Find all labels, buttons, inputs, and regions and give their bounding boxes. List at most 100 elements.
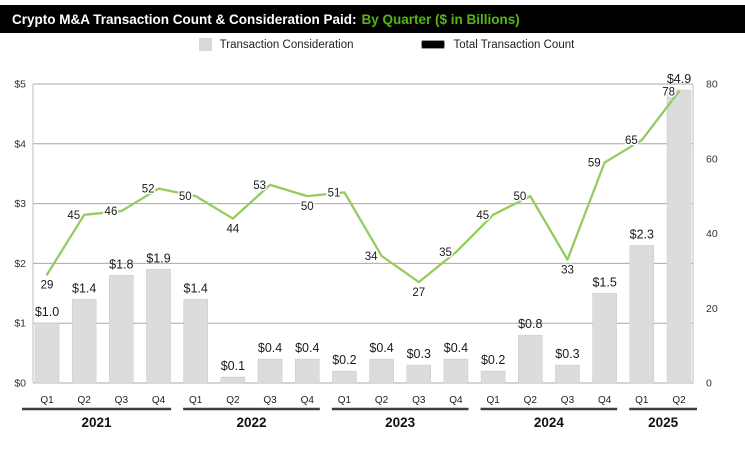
bar-value-label: $2.3	[630, 227, 654, 241]
line-series-swatch-icon	[421, 40, 446, 49]
count-value-label: 51	[328, 187, 341, 199]
chart-title-bar: Crypto M&A Transaction Count & Considera…	[0, 5, 745, 33]
bar-value-label: $0.4	[444, 341, 468, 355]
bar	[666, 89, 692, 384]
count-value-label: 50	[301, 201, 314, 213]
bar-value-label: $4.9	[667, 72, 691, 86]
quarter-label: Q2	[375, 395, 389, 406]
right-axis-tick-label: 0	[706, 378, 712, 390]
count-value-label: 45	[476, 210, 489, 222]
count-value-label: 27	[412, 287, 425, 299]
bar-value-label: $0.4	[369, 341, 393, 355]
bar-value-label: $0.3	[555, 347, 579, 361]
bar-value-label: $1.5	[592, 275, 616, 289]
count-value-label: 35	[439, 247, 452, 259]
right-axis-tick-label: 80	[706, 79, 718, 91]
year-label: 2024	[534, 415, 565, 430]
quarter-label: Q1	[635, 395, 649, 406]
bar-value-label: $1.9	[146, 251, 170, 265]
count-value-label: 44	[226, 224, 239, 236]
count-line	[45, 90, 681, 284]
legend-label-count: Total Transaction Count	[453, 38, 575, 51]
bar	[332, 370, 357, 384]
bar	[480, 370, 506, 384]
chart-title: Crypto M&A Transaction Count & Considera…	[12, 11, 357, 27]
left-axis-tick-label: $4	[14, 138, 26, 150]
bar-value-label: $1.4	[72, 281, 96, 295]
count-value-label: 33	[561, 265, 574, 277]
bar	[555, 364, 580, 384]
legend: Transaction Consideration Total Transact…	[14, 38, 745, 51]
year-label: 2023	[385, 415, 416, 430]
quarter-label: Q2	[672, 395, 686, 406]
bar	[369, 358, 394, 384]
quarter-label: Q4	[301, 395, 315, 406]
bar	[34, 322, 60, 384]
chart-title-highlight: By Quarter ($ in Billions)	[361, 11, 520, 27]
right-axis-tick-label: 20	[706, 303, 718, 315]
count-value-label: 59	[588, 157, 601, 169]
quarter-label: Q1	[486, 395, 500, 406]
count-value-label: 65	[625, 135, 638, 147]
left-axis-tick-label: $0	[14, 378, 26, 390]
left-axis-tick-label: $2	[14, 258, 26, 270]
quarter-label: Q4	[152, 395, 166, 406]
count-value-label: 50	[513, 191, 526, 203]
count-value-label: 50	[179, 191, 192, 203]
bar-value-label: $0.2	[332, 353, 356, 367]
count-value-label: 46	[105, 206, 118, 218]
bar-value-label: $0.8	[518, 317, 542, 331]
year-label: 2021	[82, 415, 113, 430]
bar	[109, 275, 134, 384]
bar-value-label: $1.4	[184, 281, 208, 295]
legend-item-consideration: Transaction Consideration	[198, 38, 354, 51]
bar-value-label: $0.1	[221, 359, 245, 373]
count-value-label: 45	[67, 210, 80, 222]
count-value-label: 53	[253, 180, 266, 192]
left-axis-tick-label: $3	[14, 198, 26, 210]
bar-value-label: $1.0	[35, 305, 59, 319]
right-axis-tick-label: 60	[706, 153, 718, 165]
bar-series-swatch-icon	[198, 38, 212, 51]
left-axis-tick-label: $5	[14, 79, 26, 91]
bar	[146, 269, 171, 384]
bar	[71, 299, 97, 384]
quarter-label: Q2	[226, 395, 240, 406]
quarter-label: Q2	[524, 395, 538, 406]
bar	[220, 376, 246, 384]
right-axis-tick-label: 40	[706, 228, 718, 240]
quarter-label: Q4	[449, 395, 463, 406]
year-label: 2025	[648, 415, 679, 430]
legend-label-consideration: Transaction Consideration	[219, 38, 354, 51]
bar	[294, 358, 320, 384]
quarter-label: Q3	[412, 395, 426, 406]
bar-value-label: $1.8	[109, 257, 133, 271]
bar	[443, 358, 469, 384]
quarter-label: Q1	[40, 395, 54, 406]
quarter-label: Q1	[338, 395, 352, 406]
quarter-label: Q3	[115, 395, 129, 406]
bar-value-label: $0.4	[295, 341, 319, 355]
quarter-label: Q1	[189, 395, 203, 406]
year-label: 2022	[236, 415, 266, 430]
quarter-label: Q2	[78, 395, 92, 406]
bar-value-label: $0.4	[258, 341, 282, 355]
legend-item-count: Total Transaction Count	[421, 39, 574, 51]
left-axis-tick-label: $1	[14, 318, 26, 330]
bar-value-label: $0.3	[407, 347, 431, 361]
count-value-label: 34	[365, 251, 378, 263]
count-value-label: 52	[142, 184, 155, 196]
count-value-label: 78	[662, 86, 675, 98]
quarter-label: Q3	[561, 395, 575, 406]
count-value-label: 29	[41, 280, 54, 292]
bar	[406, 364, 432, 384]
bar-value-label: $0.2	[481, 353, 505, 367]
bar	[183, 299, 208, 384]
quarter-label: Q4	[598, 395, 612, 406]
bar	[629, 245, 655, 384]
bar	[592, 293, 617, 384]
bar	[257, 358, 283, 384]
bar	[518, 334, 543, 384]
